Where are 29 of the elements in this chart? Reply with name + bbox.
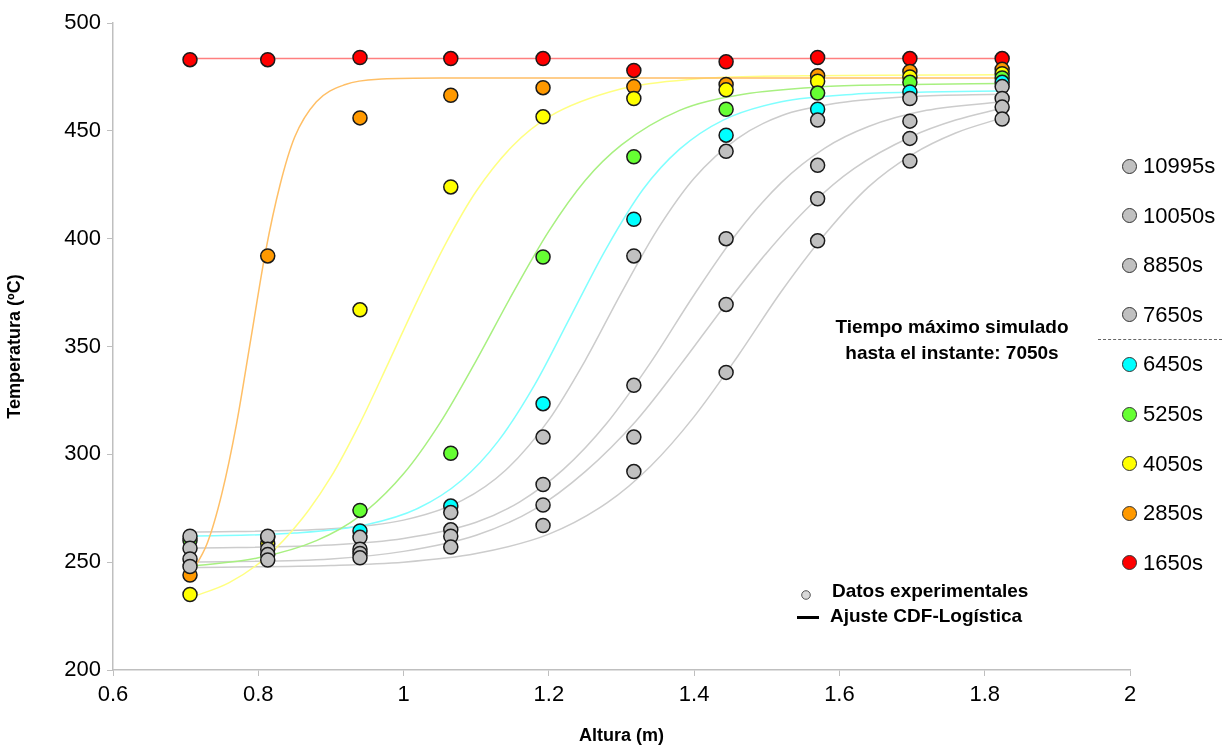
x-tick-label: 0.6	[97, 681, 129, 707]
x-axis-title: Altura (m)	[579, 725, 664, 746]
annotation: Datos experimentales	[832, 580, 1029, 602]
y-tick-label: 500	[64, 9, 101, 35]
y-axis-title: Temperatura (ºC)	[3, 274, 24, 419]
legend-label: 7650s	[1143, 301, 1203, 328]
legend-label: 5250s	[1143, 401, 1203, 427]
y-tick-label: 450	[64, 116, 101, 142]
legend-label: 1650s	[1143, 549, 1203, 576]
y-tick-label: 350	[64, 332, 101, 358]
legend-label: 10995s	[1143, 153, 1216, 179]
legend-label: 10050s	[1143, 202, 1216, 229]
annotation: Tiempo máximo simulado hasta el instante: 7050s	[834, 315, 1070, 365]
x-tick-label: 1.8	[969, 681, 1001, 707]
x-tick-label: 1.6	[824, 681, 855, 707]
x-tick-label: 1	[397, 681, 410, 707]
annotation: Ajuste CDF-Logística	[830, 605, 1023, 627]
y-tick-label: 250	[64, 548, 101, 574]
x-tick-label: 0.8	[242, 681, 274, 707]
x-tick-label: 1.2	[533, 681, 565, 707]
y-tick-label: 400	[64, 224, 101, 250]
legend-label: 6450s	[1143, 351, 1203, 378]
y-tick-label: 200	[64, 656, 101, 682]
x-tick-label: 2	[1123, 681, 1137, 707]
legend-label: 2850s	[1143, 500, 1203, 527]
legend-label: 4050s	[1143, 450, 1203, 477]
x-tick-label: 1.4	[678, 681, 710, 707]
legend-label: 8850s	[1143, 252, 1203, 279]
y-tick-label: 300	[64, 440, 101, 466]
